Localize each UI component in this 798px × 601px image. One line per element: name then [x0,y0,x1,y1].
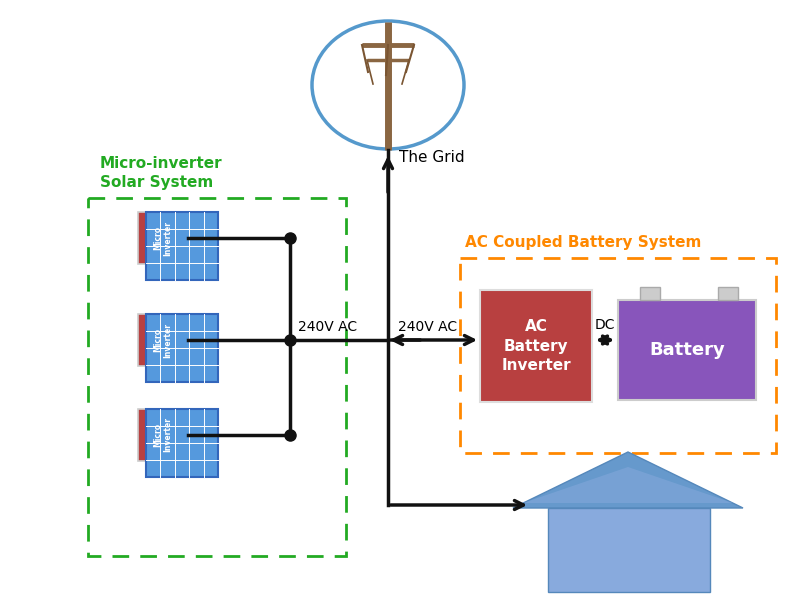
FancyBboxPatch shape [718,287,738,300]
Text: 240V AC: 240V AC [298,320,358,334]
Polygon shape [548,508,710,592]
Text: AC Coupled Battery System: AC Coupled Battery System [465,235,701,250]
Text: The Grid: The Grid [399,150,464,165]
Text: Micro
Inverter: Micro Inverter [154,221,172,255]
Polygon shape [523,467,733,503]
FancyBboxPatch shape [146,212,218,280]
FancyBboxPatch shape [640,287,660,300]
Bar [460,258,776,453]
FancyBboxPatch shape [618,300,756,400]
FancyBboxPatch shape [146,409,218,477]
Text: Micro
Inverter: Micro Inverter [154,418,172,453]
Polygon shape [513,452,743,508]
Text: Battery: Battery [649,341,725,359]
Text: 240V AC: 240V AC [398,320,457,334]
FancyBboxPatch shape [138,212,188,264]
Text: Micro-inverter
Solar System: Micro-inverter Solar System [100,156,223,190]
FancyBboxPatch shape [480,290,592,402]
Bar [88,198,346,556]
Text: DC: DC [595,318,615,332]
Text: AC
Battery
Inverter: AC Battery Inverter [501,319,571,373]
FancyBboxPatch shape [138,409,188,461]
Text: Micro
Inverter: Micro Inverter [154,323,172,358]
FancyBboxPatch shape [146,314,218,382]
FancyBboxPatch shape [138,314,188,366]
